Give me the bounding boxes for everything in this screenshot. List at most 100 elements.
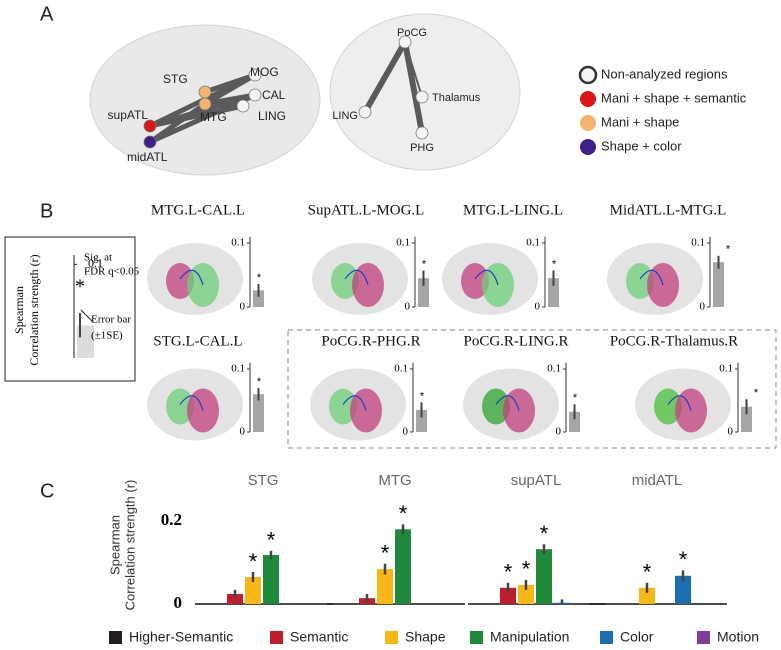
y-tick-label: 0.1 xyxy=(231,237,245,249)
y-axis-title: Correlation strength (r) xyxy=(122,480,137,611)
region-node xyxy=(143,119,157,133)
region-node xyxy=(358,105,372,119)
panel-label: B xyxy=(40,200,53,222)
y-tick-label: 0.1 xyxy=(691,237,705,249)
legend-marker xyxy=(580,115,596,131)
significance-star: * xyxy=(422,258,427,270)
y-axis-title: Spearman xyxy=(107,515,122,575)
connection xyxy=(402,41,425,134)
legend-swatch xyxy=(600,631,613,644)
tract xyxy=(179,395,204,411)
significance-star: * xyxy=(249,549,258,574)
legend-label: Higher-Semantic xyxy=(129,629,233,645)
legend-swatch xyxy=(470,631,483,644)
connection xyxy=(362,40,408,114)
region-label: Thalamus xyxy=(432,92,481,104)
significance-star: * xyxy=(420,390,425,402)
region-node xyxy=(415,126,429,140)
region-node xyxy=(143,135,157,149)
y-axis-title: Correlation strength (r) xyxy=(27,254,41,365)
significance-star: * xyxy=(522,557,531,582)
annotation: Error bar xyxy=(91,314,131,326)
bar xyxy=(639,587,655,604)
y-tick-label: 0.1 xyxy=(526,237,540,249)
chart-title: PoCG.R-Thalamus.R xyxy=(610,333,738,349)
legend-label: Color xyxy=(620,629,654,645)
bar xyxy=(253,394,264,432)
significance-star: * xyxy=(381,541,390,566)
connection xyxy=(404,41,423,98)
y-tick-label: 0.1 xyxy=(547,363,561,375)
region-label: PoCG xyxy=(397,27,427,39)
annotation-pointer xyxy=(80,309,94,323)
chart-title: PoCG.R-LING.R xyxy=(463,333,568,349)
bar xyxy=(253,290,264,307)
chart-title: STG.L-CAL.L xyxy=(153,333,242,349)
annotation: Sig. at xyxy=(84,252,112,264)
chart-title: SupATL.L-MOG.L xyxy=(308,202,425,218)
y-tick-label: 0 xyxy=(556,426,562,438)
legend-marker xyxy=(578,65,598,85)
bar xyxy=(675,575,691,604)
tract xyxy=(342,395,367,411)
legend-marker xyxy=(580,139,596,155)
panel-label: C xyxy=(40,480,54,502)
bar xyxy=(500,587,516,604)
group-title: midATL xyxy=(632,472,683,489)
significance-star: * xyxy=(552,258,557,270)
y-tick-label: 0 xyxy=(405,301,411,313)
y-tick-label: 0 xyxy=(728,426,734,438)
legend-label: Mani + shape xyxy=(601,114,679,129)
legend-marker xyxy=(580,91,596,107)
bar xyxy=(395,529,411,604)
legend-label: Semantic xyxy=(290,629,348,645)
chart-title: MidATL.L-MTG.L xyxy=(610,202,727,218)
tract xyxy=(495,395,520,411)
region-node xyxy=(248,88,262,102)
bar xyxy=(741,406,752,432)
example-box xyxy=(4,236,136,382)
y-tick-label: 0 xyxy=(700,301,706,313)
legend-swatch xyxy=(385,631,398,644)
region-node xyxy=(198,85,212,99)
legend-label: Manipulation xyxy=(490,629,569,645)
legend-swatch xyxy=(270,631,283,644)
legend-label: Shape + color xyxy=(601,138,682,153)
bar xyxy=(416,409,427,432)
region-label: LING xyxy=(332,110,358,122)
bar xyxy=(548,278,559,307)
tract xyxy=(344,269,369,286)
legend-label: Mani + shape + semantic xyxy=(601,90,747,105)
chart-title: MTG.L-CAL.L xyxy=(151,202,245,218)
significance-star: * xyxy=(679,547,688,572)
tract xyxy=(667,395,692,411)
y-tick-label: 0.1 xyxy=(231,363,245,375)
region-label: supATL xyxy=(108,108,149,122)
region-node xyxy=(415,90,429,104)
region-label: midATL xyxy=(127,150,168,164)
region-node xyxy=(236,99,250,113)
y-tick-label: 0 xyxy=(240,426,246,438)
tract xyxy=(179,269,204,286)
region-label: LING xyxy=(258,109,286,123)
bar xyxy=(245,577,261,604)
significance-star: * xyxy=(643,560,652,585)
tract xyxy=(474,269,499,286)
significance-star: * xyxy=(399,501,408,526)
region-node xyxy=(398,35,412,49)
annotation: (±1SE) xyxy=(91,330,123,342)
group-title: supATL xyxy=(511,472,562,489)
y-tick-label: 0 xyxy=(403,426,409,438)
y-tick-label: 0 xyxy=(240,301,246,313)
dashed-box xyxy=(287,329,777,449)
significance-star: * xyxy=(540,521,549,546)
significance-star: * xyxy=(573,392,578,404)
y-axis-title: Spearman xyxy=(12,286,26,334)
region-node xyxy=(198,97,212,111)
region-node xyxy=(248,68,262,82)
legend-label: Motion xyxy=(717,629,759,645)
significance-star: * xyxy=(257,376,262,388)
y-tick-label: 0.2 xyxy=(161,510,182,529)
legend-swatch xyxy=(697,631,710,644)
significance-star: * xyxy=(754,387,759,399)
